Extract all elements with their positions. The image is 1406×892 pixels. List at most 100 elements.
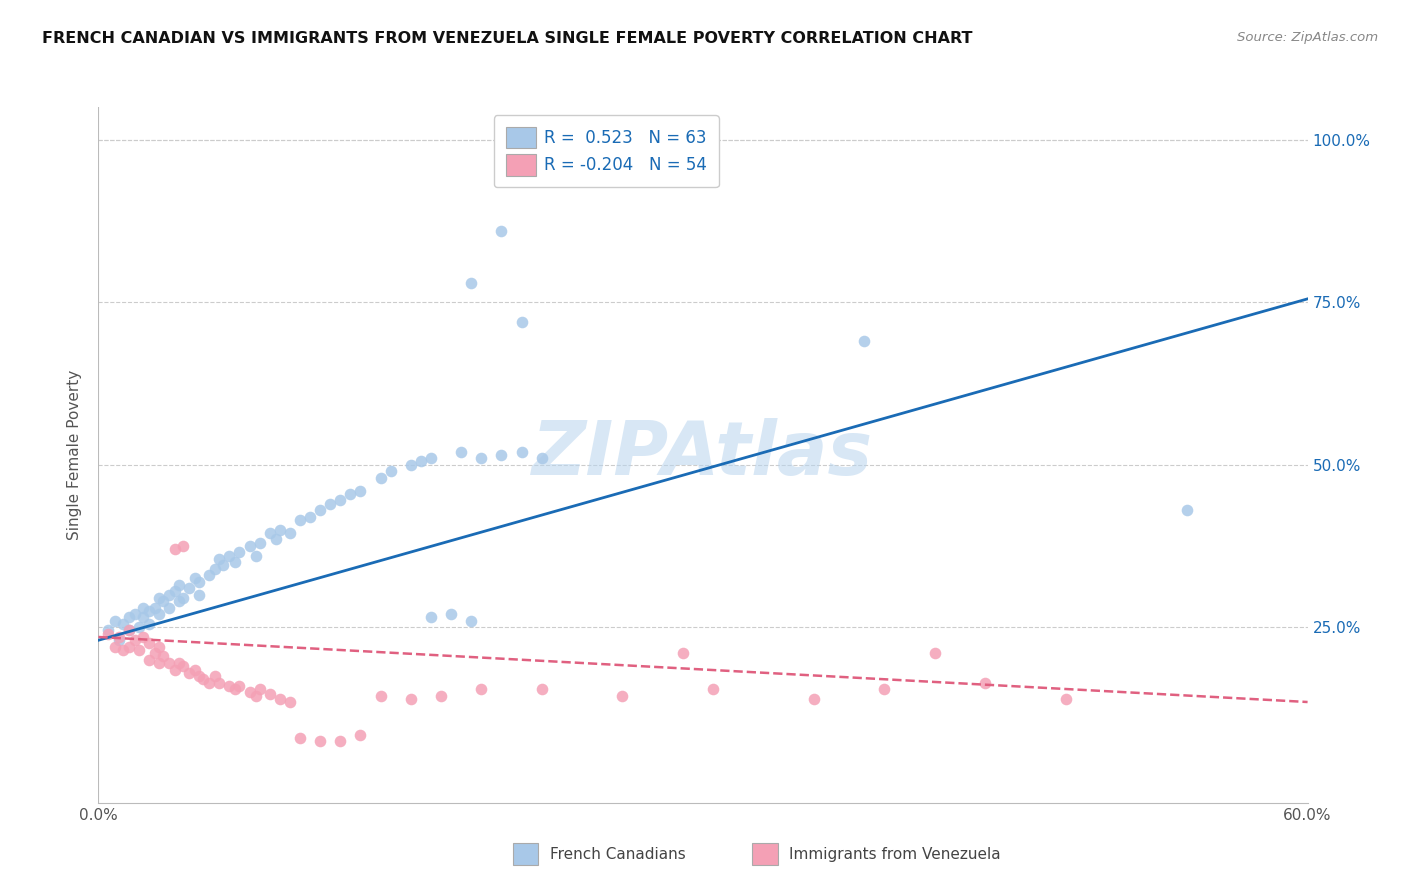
Point — [924, 646, 946, 660]
Point — [148, 640, 170, 654]
Point — [188, 574, 211, 589]
Point — [97, 624, 120, 638]
Point — [128, 643, 150, 657]
Point — [148, 591, 170, 605]
Point — [380, 464, 402, 478]
Point — [148, 656, 170, 670]
Point — [138, 636, 160, 650]
Point — [118, 624, 141, 638]
Text: FRENCH CANADIAN VS IMMIGRANTS FROM VENEZUELA SINGLE FEMALE POVERTY CORRELATION C: FRENCH CANADIAN VS IMMIGRANTS FROM VENEZ… — [42, 31, 973, 46]
Point — [188, 669, 211, 683]
Point — [228, 545, 250, 559]
Point — [460, 276, 482, 290]
Y-axis label: Single Female Poverty: Single Female Poverty — [67, 370, 83, 540]
Point — [138, 653, 160, 667]
Point — [399, 691, 422, 706]
Point — [319, 497, 342, 511]
Point — [163, 663, 186, 677]
Point — [111, 617, 134, 632]
Point — [224, 555, 246, 569]
Point — [218, 549, 240, 563]
Point — [803, 691, 825, 706]
Point — [278, 525, 301, 540]
Point — [259, 687, 281, 701]
Point — [157, 600, 180, 615]
Point — [103, 614, 125, 628]
Point — [249, 681, 271, 696]
Point — [239, 685, 262, 699]
Point — [491, 448, 513, 462]
Point — [309, 503, 332, 517]
Point — [530, 451, 553, 466]
Point — [97, 626, 120, 640]
Point — [224, 681, 246, 696]
Point — [128, 620, 150, 634]
Point — [118, 624, 141, 638]
Point — [157, 588, 180, 602]
Text: Source: ZipAtlas.com: Source: ZipAtlas.com — [1237, 31, 1378, 45]
Point — [118, 640, 141, 654]
Legend: R =  0.523   N = 63, R = -0.204   N = 54: R = 0.523 N = 63, R = -0.204 N = 54 — [494, 115, 718, 187]
Point — [349, 727, 371, 741]
Point — [163, 584, 186, 599]
Point — [702, 681, 724, 696]
Point — [264, 533, 287, 547]
Point — [167, 594, 190, 608]
Point — [111, 643, 134, 657]
Point — [269, 691, 291, 706]
Point — [167, 656, 190, 670]
Point — [853, 334, 876, 348]
Point — [148, 607, 170, 622]
Point — [124, 633, 146, 648]
Point — [107, 633, 129, 648]
Point — [157, 656, 180, 670]
Point — [245, 689, 267, 703]
Point — [138, 604, 160, 618]
Point — [1054, 691, 1077, 706]
Point — [399, 458, 422, 472]
Point — [259, 525, 281, 540]
Point — [132, 600, 155, 615]
Point — [470, 451, 492, 466]
Point — [440, 607, 463, 622]
Point — [184, 572, 207, 586]
Point — [510, 315, 533, 329]
Point — [470, 681, 492, 696]
Point — [339, 487, 361, 501]
Point — [612, 689, 634, 703]
Point — [269, 523, 291, 537]
Point — [124, 607, 146, 622]
Point — [184, 663, 207, 677]
Point — [409, 454, 432, 468]
Point — [249, 535, 271, 549]
Point — [510, 444, 533, 458]
Point — [278, 695, 301, 709]
Point — [329, 734, 352, 748]
Point — [163, 542, 186, 557]
Point — [103, 640, 125, 654]
Point — [152, 649, 174, 664]
Point — [118, 610, 141, 624]
Point — [188, 588, 211, 602]
Point — [172, 591, 194, 605]
Point — [460, 614, 482, 628]
Point — [420, 451, 443, 466]
Point — [288, 731, 311, 745]
Point — [450, 444, 472, 458]
Point — [198, 568, 221, 582]
Point — [172, 539, 194, 553]
Point — [179, 665, 201, 680]
Point — [204, 562, 226, 576]
Point — [107, 630, 129, 644]
Point — [167, 578, 190, 592]
Point — [179, 581, 201, 595]
Point — [204, 669, 226, 683]
Point — [208, 552, 231, 566]
Point — [132, 630, 155, 644]
Point — [228, 679, 250, 693]
Point — [218, 679, 240, 693]
Point — [239, 539, 262, 553]
Point — [152, 594, 174, 608]
Point — [329, 493, 352, 508]
Point — [132, 610, 155, 624]
